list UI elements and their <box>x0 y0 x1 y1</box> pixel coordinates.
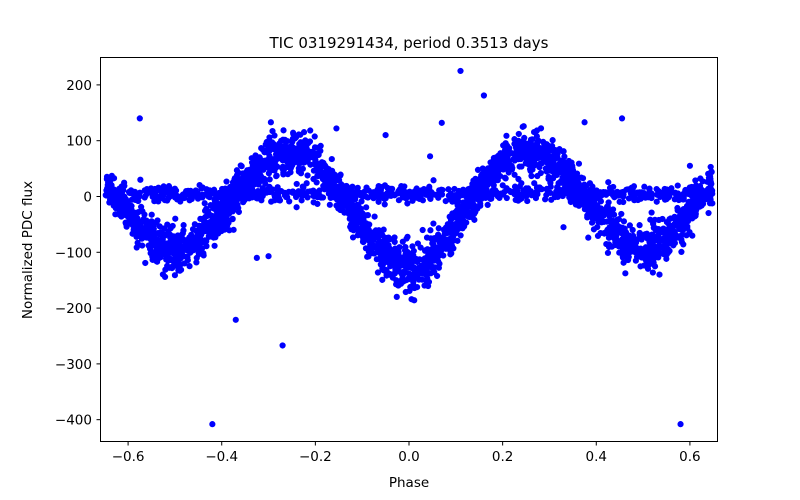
data-points-layer <box>102 67 716 428</box>
x-tick-label: 0.6 <box>679 449 700 465</box>
x-tick-label: 0.2 <box>492 449 513 465</box>
y-tick-label: 200 <box>66 78 92 94</box>
y-tick-label: −400 <box>55 413 92 429</box>
x-tick-label: 0.0 <box>398 449 419 465</box>
x-axis: −0.6 −0.4 −0.2 0.0 0.2 0.4 0.6 <box>112 442 701 465</box>
y-axis: 200 100 0 −100 −200 −300 −400 <box>55 78 100 429</box>
y-tick-label: −100 <box>55 245 92 261</box>
axes-frame <box>100 57 718 442</box>
x-tick-label: −0.6 <box>112 449 145 465</box>
chart-title: TIC 0319291434, period 0.3513 days <box>268 34 548 52</box>
y-axis-title: Normalized PDC flux <box>20 181 36 319</box>
x-tick-label: 0.4 <box>586 449 607 465</box>
x-axis-title: Phase <box>389 475 429 491</box>
x-tick-label: −0.2 <box>299 449 332 465</box>
y-tick-label: −200 <box>55 301 92 317</box>
y-tick-label: 100 <box>66 134 92 150</box>
scatter-points <box>102 67 716 428</box>
x-tick-label: −0.4 <box>205 449 238 465</box>
y-tick-label: −300 <box>55 357 92 373</box>
y-tick-label: 0 <box>83 189 92 205</box>
